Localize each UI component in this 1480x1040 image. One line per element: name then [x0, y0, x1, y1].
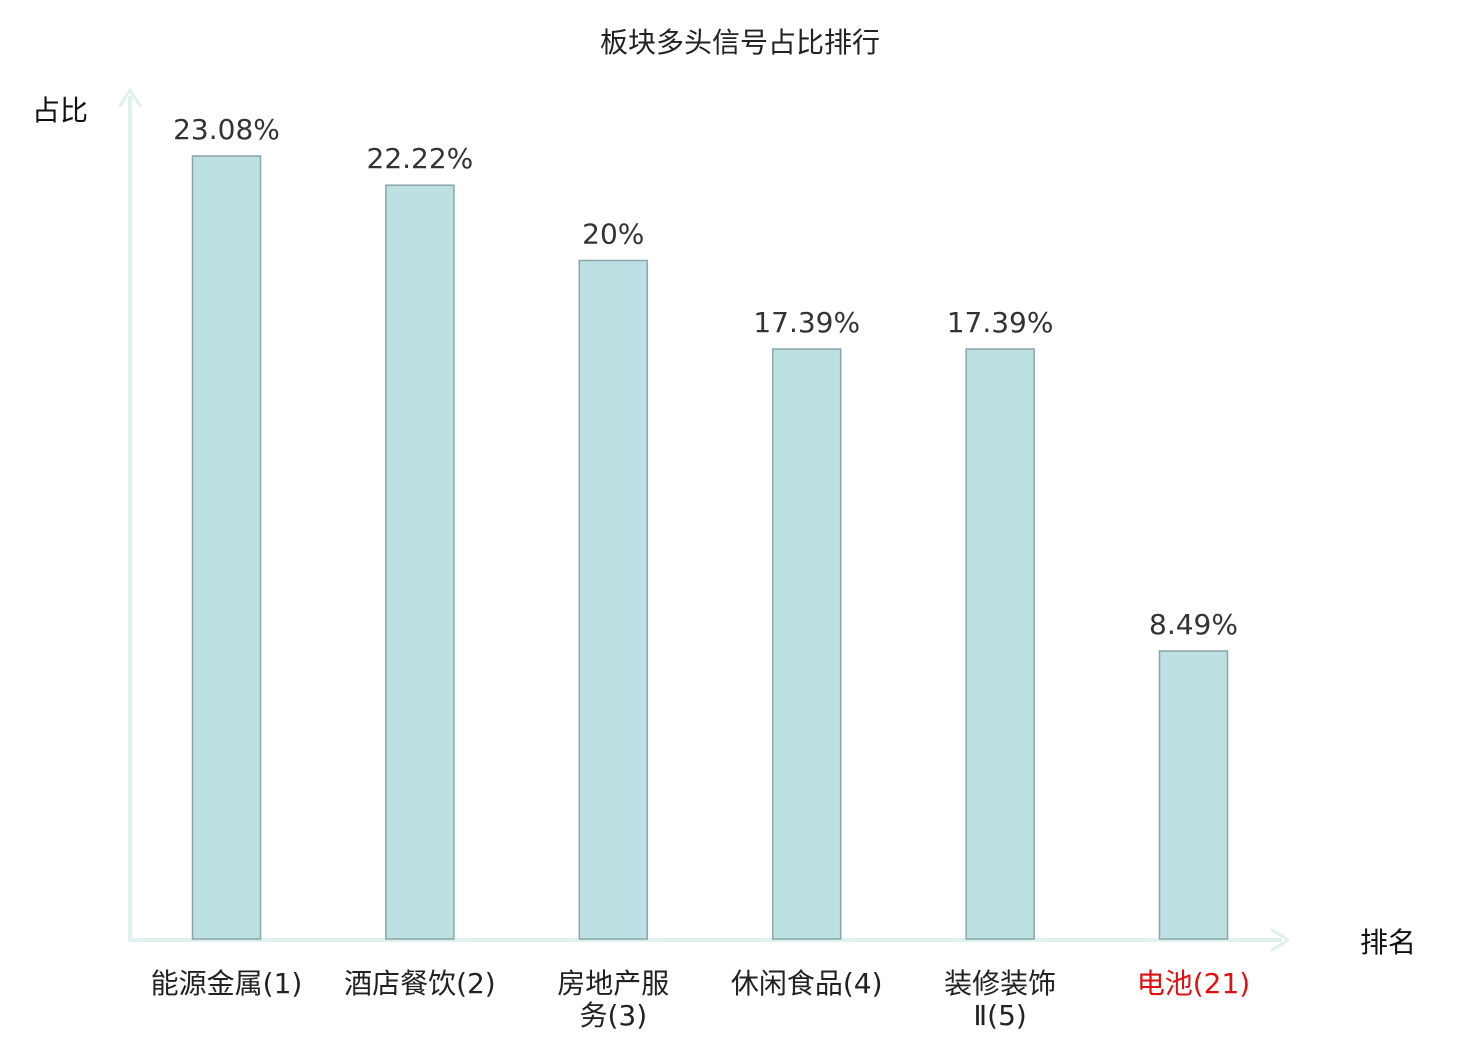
value-labels: 23.08% 22.22% 20% 17.39% 17.39% 8.49%	[173, 113, 1238, 641]
bars	[191, 155, 1229, 940]
x-tick-label: 电池(21)	[1137, 967, 1250, 1000]
bar	[965, 348, 1035, 940]
x-tick-label: 能源金属(1)	[151, 967, 303, 1000]
bar-value-label: 20%	[582, 218, 644, 251]
bar-value-label: 8.49%	[1149, 608, 1238, 641]
y-axis	[118, 88, 142, 940]
x-tick-label: 酒店餐饮(2)	[344, 967, 496, 1000]
x-tick-label: Ⅱ(5)	[973, 999, 1026, 1032]
bar	[191, 155, 262, 940]
bar-value-label: 17.39%	[947, 306, 1054, 339]
x-tick-label: 休闲食品(4)	[731, 967, 883, 1000]
y-axis-label: 占比	[32, 94, 88, 127]
bar-value-label: 17.39%	[753, 306, 860, 339]
x-tick-label: 务(3)	[579, 999, 647, 1032]
chart-title: 板块多头信号占比排行	[600, 26, 880, 59]
x-axis-label: 排名	[1360, 926, 1416, 959]
bar-value-label: 22.22%	[367, 142, 474, 175]
x-tick-label: 装修装饰	[944, 967, 1056, 1000]
x-tick-label: 房地产服	[557, 967, 669, 1000]
bar	[771, 348, 842, 940]
bar	[578, 259, 649, 940]
bar	[385, 184, 455, 940]
bar-value-label: 23.08%	[173, 113, 280, 146]
x-axis	[128, 928, 1290, 952]
bar	[1158, 650, 1229, 940]
